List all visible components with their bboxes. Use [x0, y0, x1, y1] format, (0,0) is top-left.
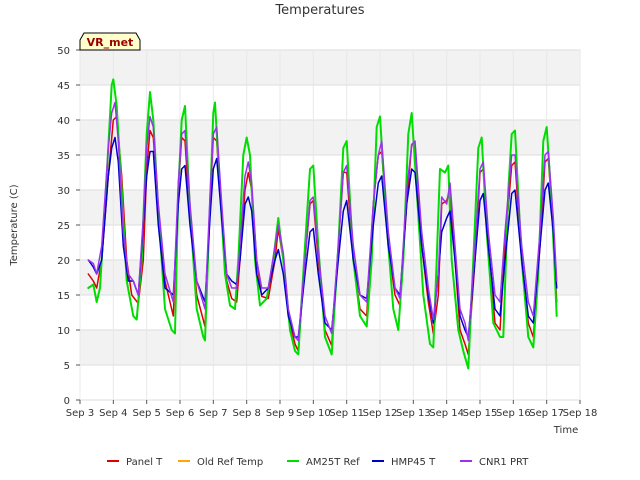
legend-label-old-ref-temp: Old Ref Temp	[197, 457, 263, 468]
x-tick-label: Sep 15	[463, 408, 498, 419]
y-tick-label: 45	[57, 81, 70, 92]
x-axis-label: Time	[553, 425, 578, 436]
x-tick-label: Sep 17	[529, 408, 564, 419]
plot-band	[80, 190, 580, 225]
chart-title: Temperatures	[274, 3, 364, 18]
y-axis-label: Temperature (C)	[9, 184, 20, 266]
x-tick-label: Sep 10	[296, 408, 331, 419]
site-label-background	[79, 32, 141, 51]
x-tick-label: Sep 18	[563, 408, 598, 419]
x-axis-ticks: Sep 3 Sep 4 Sep 5 Sep 6 Sep 7 Sep 8 Sep 9 Sep 1…	[66, 400, 598, 419]
y-tick-label: 5	[64, 361, 70, 372]
y-tick-label: 40	[57, 116, 70, 127]
y-tick-label: 20	[57, 256, 70, 267]
x-tick-label: Sep 12	[363, 408, 398, 419]
series-line-hmp45-t	[87, 136, 558, 338]
legend-label-cnr1-prt: CNR1 PRT	[479, 457, 529, 468]
y-tick-label: 50	[57, 46, 70, 57]
series-lines	[87, 78, 558, 370]
plot-band	[80, 155, 580, 190]
legend-label-am25t-ref: AM25T Ref	[306, 457, 360, 468]
x-tick-label: Sep 16	[496, 408, 531, 419]
site-label: VR_met	[87, 36, 134, 49]
series-line-cnr1-prt	[87, 101, 558, 342]
site-label-box: VR_met	[79, 32, 141, 51]
x-tick-label: Sep 14	[429, 408, 464, 419]
x-tick-label: Sep 8	[232, 408, 260, 419]
x-tick-label: Sep 5	[132, 408, 160, 419]
plot-band	[80, 85, 580, 120]
x-tick-label: Sep 4	[99, 408, 127, 419]
series-line-am25t-ref	[87, 78, 558, 370]
y-tick-label: 15	[57, 291, 70, 302]
grid-lines	[79, 49, 581, 401]
y-tick-label: 10	[57, 326, 70, 337]
plot-band	[80, 365, 580, 400]
y-axis-ticks: 0 5 10 15 20 25 30 35 40 45 50	[57, 46, 80, 407]
x-tick-label: Sep 13	[396, 408, 431, 419]
x-tick-label: Sep 7	[199, 408, 227, 419]
y-tick-label: 25	[57, 221, 70, 232]
legend-label-hmp45-t: HMP45 T	[391, 457, 436, 468]
plot-band	[80, 120, 580, 155]
plot-band	[80, 50, 580, 85]
x-tick-label: Sep 9	[266, 408, 294, 419]
legend: Panel T Old Ref Temp AM25T Ref HMP45 T CNR1 …	[107, 457, 529, 468]
x-tick-label: Sep 3	[66, 408, 94, 419]
y-tick-label: 35	[57, 151, 70, 162]
x-tick-label: Sep 6	[166, 408, 194, 419]
y-tick-label: 0	[64, 396, 70, 407]
legend-label-panel-t: Panel T	[126, 457, 163, 468]
y-tick-label: 30	[57, 186, 70, 197]
x-tick-label: Sep 11	[329, 408, 364, 419]
